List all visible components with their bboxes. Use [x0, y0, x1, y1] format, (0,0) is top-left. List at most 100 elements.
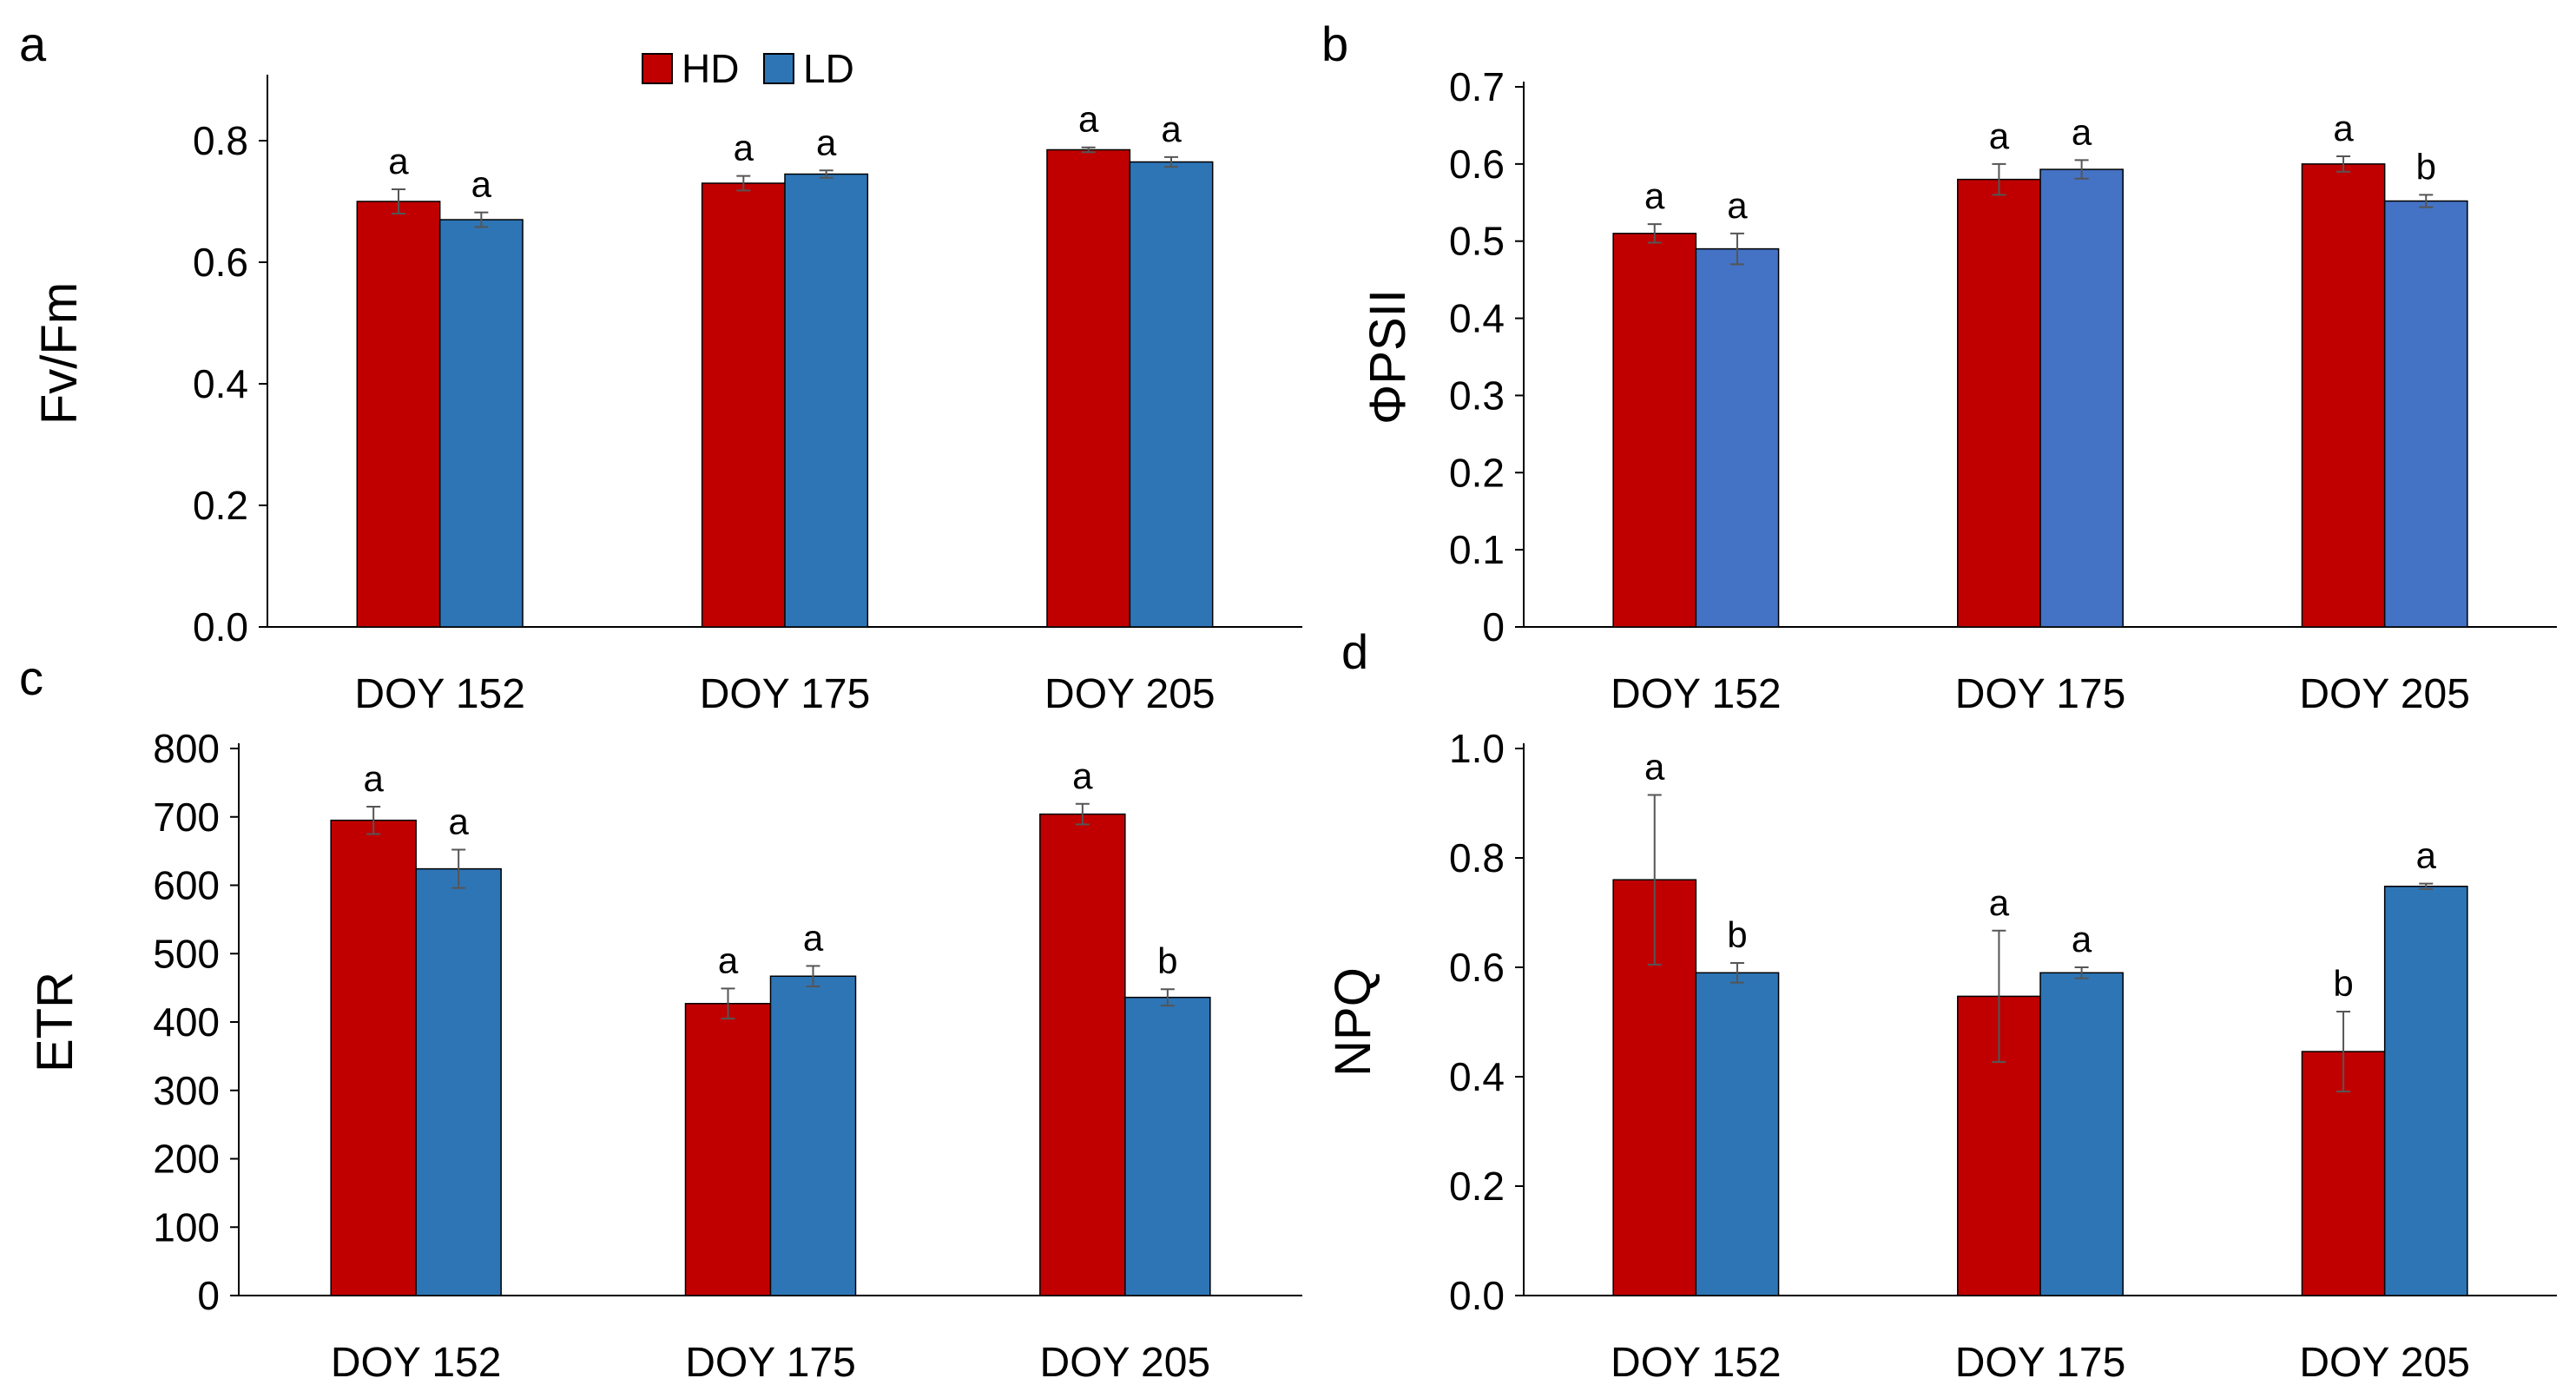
- y-axis-label: NPQ: [1325, 967, 1381, 1077]
- significance-letter: a: [1078, 99, 1099, 140]
- bar-ld: [2383, 886, 2468, 1296]
- y-tick-label: 0: [197, 1273, 220, 1318]
- panel-letter-d: d: [1341, 624, 1368, 679]
- significance-letter: a: [1989, 882, 2010, 923]
- significance-letter: a: [2072, 111, 2092, 152]
- y-axis-label: ΦPSII: [1360, 289, 1416, 425]
- x-category-label: DOY 175: [1955, 1340, 2126, 1386]
- bar-ld: [2039, 168, 2124, 628]
- x-category-label: DOY 152: [354, 671, 525, 717]
- significance-letter: b: [2333, 963, 2353, 1004]
- significance-letter: a: [1727, 185, 1748, 226]
- bar-hd: [1612, 233, 1697, 628]
- significance-letter: a: [816, 122, 837, 162]
- y-tick-label: 0.7: [1449, 64, 1505, 109]
- significance-letter: a: [448, 801, 469, 842]
- chart-panel-c: 0 100 200 300 400 500 600 700 800 ETR a a DOY 152 a a D…: [27, 726, 1302, 1386]
- panel-letter-a: a: [19, 16, 47, 71]
- bar-hd: [701, 182, 786, 628]
- bar-ld: [769, 975, 857, 1296]
- significance-letter: a: [363, 758, 384, 799]
- y-tick-label: 300: [153, 1068, 220, 1113]
- x-category-label: DOY 205: [2299, 1340, 2470, 1386]
- y-tick-label: 700: [153, 795, 220, 840]
- x-category-label: DOY 175: [685, 1340, 856, 1386]
- y-tick-label: 0.1: [1449, 527, 1505, 572]
- y-tick-label: 0.0: [193, 604, 248, 650]
- chart-panel-d: 0.0 0.2 0.4 0.6 0.8 1.0 NPQ a b DOY 152 a a DOY 175 b…: [1325, 726, 2557, 1386]
- y-tick-label: 0: [1482, 604, 1505, 650]
- y-tick-label: 1.0: [1449, 726, 1505, 771]
- significance-letter: a: [1644, 175, 1665, 216]
- y-tick-label: 0.6: [1449, 142, 1505, 187]
- y-tick-label: 400: [153, 999, 220, 1045]
- bar-ld: [1695, 247, 1780, 628]
- y-tick-label: 0.4: [1449, 296, 1505, 341]
- y-tick-label: 500: [153, 931, 220, 976]
- bar-hd: [1039, 813, 1126, 1296]
- significance-letter: a: [388, 141, 409, 181]
- legend-label-hd: HD: [682, 46, 739, 91]
- legend: HD LD: [642, 46, 854, 91]
- y-tick-label: 0.3: [1449, 373, 1505, 418]
- significance-letter: a: [1644, 747, 1665, 788]
- bar-hd: [1046, 148, 1131, 628]
- y-tick-label: 0.2: [1449, 450, 1505, 495]
- y-axis-label: Fv/Fm: [31, 282, 88, 425]
- significance-letter: a: [718, 940, 739, 980]
- y-tick-label: 0.4: [1449, 1054, 1505, 1099]
- bar-ld: [438, 219, 524, 628]
- y-tick-label: 0.4: [193, 361, 248, 406]
- bar-ld: [784, 173, 869, 628]
- y-tick-label: 0.6: [1449, 945, 1505, 990]
- y-axis-label: ETR: [27, 972, 83, 1072]
- bar-hd: [356, 201, 441, 628]
- significance-letter: b: [2416, 146, 2436, 187]
- x-category-label: DOY 152: [331, 1340, 502, 1386]
- y-tick-label: 0.8: [1449, 835, 1505, 880]
- x-category-label: DOY 175: [1955, 671, 2126, 717]
- bar-ld: [1129, 161, 1214, 628]
- y-tick-label: 0.2: [1449, 1164, 1505, 1209]
- significance-letter: a: [471, 164, 492, 205]
- bar-hd: [330, 819, 417, 1296]
- bar-hd: [2301, 163, 2386, 628]
- x-category-label: DOY 175: [700, 671, 871, 717]
- significance-letter: b: [1727, 914, 1747, 955]
- y-tick-label: 0.2: [193, 483, 248, 528]
- x-category-label: DOY 152: [1611, 671, 1782, 717]
- significance-letter: a: [1161, 109, 1182, 149]
- bar-ld: [1124, 996, 1211, 1296]
- significance-letter: b: [1157, 940, 1177, 981]
- significance-letter: a: [803, 917, 824, 958]
- x-category-label: DOY 205: [1040, 1340, 1211, 1386]
- legend-swatch-ld: [763, 53, 794, 84]
- bar-ld: [2383, 200, 2468, 628]
- significance-letter: a: [2072, 919, 2092, 959]
- panel-letter-b: b: [1321, 16, 1348, 71]
- y-tick-label: 0.8: [193, 118, 248, 163]
- bar-hd: [1957, 178, 2041, 628]
- y-tick-label: 200: [153, 1137, 220, 1182]
- bar-ld: [1695, 972, 1780, 1296]
- chart-panel-a: 0.0 0.2 0.4 0.6 0.8 Fv/Fm a a DOY 152 a a DOY 175 a a…: [31, 75, 1302, 717]
- significance-letter: a: [2416, 835, 2437, 876]
- panel-letter-c: c: [19, 650, 43, 705]
- y-tick-label: 800: [153, 726, 220, 771]
- significance-letter: a: [1072, 755, 1093, 796]
- y-tick-label: 100: [153, 1204, 220, 1250]
- y-tick-label: 0.5: [1449, 219, 1505, 264]
- x-category-label: DOY 152: [1611, 1340, 1782, 1386]
- legend-label-ld: LD: [803, 46, 854, 91]
- significance-letter: a: [2333, 108, 2354, 148]
- x-category-label: DOY 205: [1044, 671, 1216, 717]
- y-tick-label: 600: [153, 863, 220, 908]
- bar-ld: [2039, 972, 2124, 1296]
- x-category-label: DOY 205: [2299, 671, 2470, 717]
- significance-letter: a: [1989, 115, 2010, 156]
- y-tick-label: 0.6: [193, 240, 248, 285]
- bar-hd: [684, 1002, 772, 1296]
- y-tick-label: 0.0: [1449, 1273, 1505, 1318]
- chart-panel-b: 0 0.1 0.2 0.3 0.4 0.5 0.6 0.7 ΦPSII a a DOY 152 a a DO…: [1360, 64, 2557, 717]
